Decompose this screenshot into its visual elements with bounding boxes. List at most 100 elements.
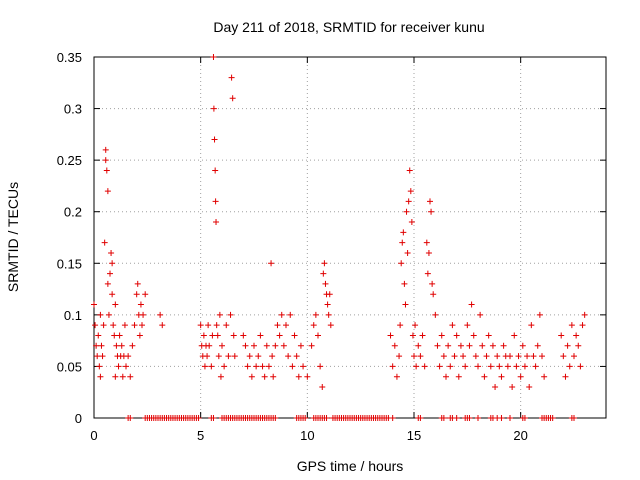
- data-point: [434, 342, 441, 349]
- data-point: [494, 353, 501, 360]
- data-point: [308, 342, 315, 349]
- data-point: [568, 322, 575, 329]
- data-point: [489, 342, 496, 349]
- data-point: [401, 280, 408, 287]
- data-point: [453, 332, 460, 339]
- data-point: [325, 311, 332, 318]
- data-point: [129, 342, 136, 349]
- data-point: [405, 198, 412, 205]
- data-point: [432, 311, 439, 318]
- data-point: [453, 415, 460, 421]
- data-point: [483, 353, 490, 360]
- data-point: [125, 353, 132, 360]
- data-point: [215, 353, 222, 360]
- data-point: [419, 332, 426, 339]
- data-point: [323, 415, 330, 421]
- data-point: [134, 280, 141, 287]
- data-point: [387, 332, 394, 339]
- data-point: [107, 270, 113, 277]
- data-point: [272, 342, 279, 349]
- data-point: [217, 373, 224, 380]
- data-point: [485, 332, 492, 339]
- data-point: [213, 219, 220, 226]
- data-point: [95, 332, 102, 339]
- data-point: [94, 353, 101, 360]
- data-point: [195, 415, 202, 421]
- data-point: [562, 373, 569, 380]
- data-point: [528, 322, 535, 329]
- data-point: [109, 291, 116, 298]
- data-point: [263, 342, 270, 349]
- data-point: [210, 54, 217, 60]
- data-point: [571, 415, 577, 421]
- y-tick-label: 0.3: [64, 102, 82, 117]
- data-point: [265, 363, 272, 370]
- data-point: [496, 363, 503, 370]
- data-point: [123, 363, 129, 370]
- data-point: [289, 363, 296, 370]
- data-point: [92, 322, 99, 329]
- data-point: [211, 136, 218, 143]
- data-point: [104, 188, 111, 195]
- data-point: [524, 353, 531, 360]
- data-point: [205, 322, 212, 329]
- data-point: [274, 322, 281, 329]
- data-point: [108, 249, 115, 256]
- data-point: [470, 332, 477, 339]
- data-point: [209, 332, 216, 339]
- data-point: [97, 373, 104, 380]
- data-point: [536, 311, 543, 318]
- data-point: [119, 373, 126, 380]
- y-tick-label: 0.05: [57, 359, 82, 374]
- data-point: [201, 363, 208, 370]
- data-point: [102, 157, 109, 164]
- data-point: [142, 291, 149, 298]
- data-point: [466, 415, 473, 421]
- data-point: [105, 311, 112, 318]
- x-axis-label: GPS time / hours: [297, 458, 404, 474]
- data-point: [406, 167, 413, 174]
- data-point: [579, 322, 586, 329]
- data-point: [445, 342, 452, 349]
- data-point: [402, 301, 409, 308]
- data-point: [113, 342, 120, 349]
- data-point: [440, 353, 447, 360]
- data-point: [509, 384, 516, 391]
- data-point: [479, 342, 486, 349]
- data-point: [451, 353, 458, 360]
- data-point: [443, 373, 449, 380]
- data-point: [272, 415, 279, 421]
- data-point: [408, 219, 415, 226]
- data-point: [131, 322, 138, 329]
- data-point: [219, 342, 225, 349]
- data-point: [326, 291, 333, 298]
- data-point: [581, 311, 588, 318]
- data-point: [417, 415, 424, 421]
- data-point: [228, 74, 235, 81]
- data-point: [212, 198, 219, 205]
- data-point: [214, 332, 221, 339]
- data-point: [324, 301, 331, 308]
- data-point: [127, 415, 134, 421]
- data-point: [104, 280, 111, 287]
- data-point: [317, 363, 324, 370]
- data-point: [127, 373, 134, 380]
- data-point: [398, 260, 405, 267]
- data-point: [240, 332, 247, 339]
- data-point: [411, 353, 417, 360]
- data-point: [270, 373, 277, 380]
- data-point: [320, 270, 327, 277]
- data-point: [425, 249, 432, 256]
- data-point: [102, 146, 109, 153]
- data-point: [526, 384, 533, 391]
- data-point: [96, 363, 103, 370]
- chart-title: Day 211 of 2018, SRMTID for receiver kun…: [213, 19, 484, 35]
- data-point: [481, 373, 488, 380]
- data-point: [472, 353, 479, 360]
- data-point: [400, 229, 407, 236]
- data-point: [248, 373, 255, 380]
- data-point: [407, 188, 414, 195]
- data-point: [564, 342, 571, 349]
- data-point: [428, 208, 435, 215]
